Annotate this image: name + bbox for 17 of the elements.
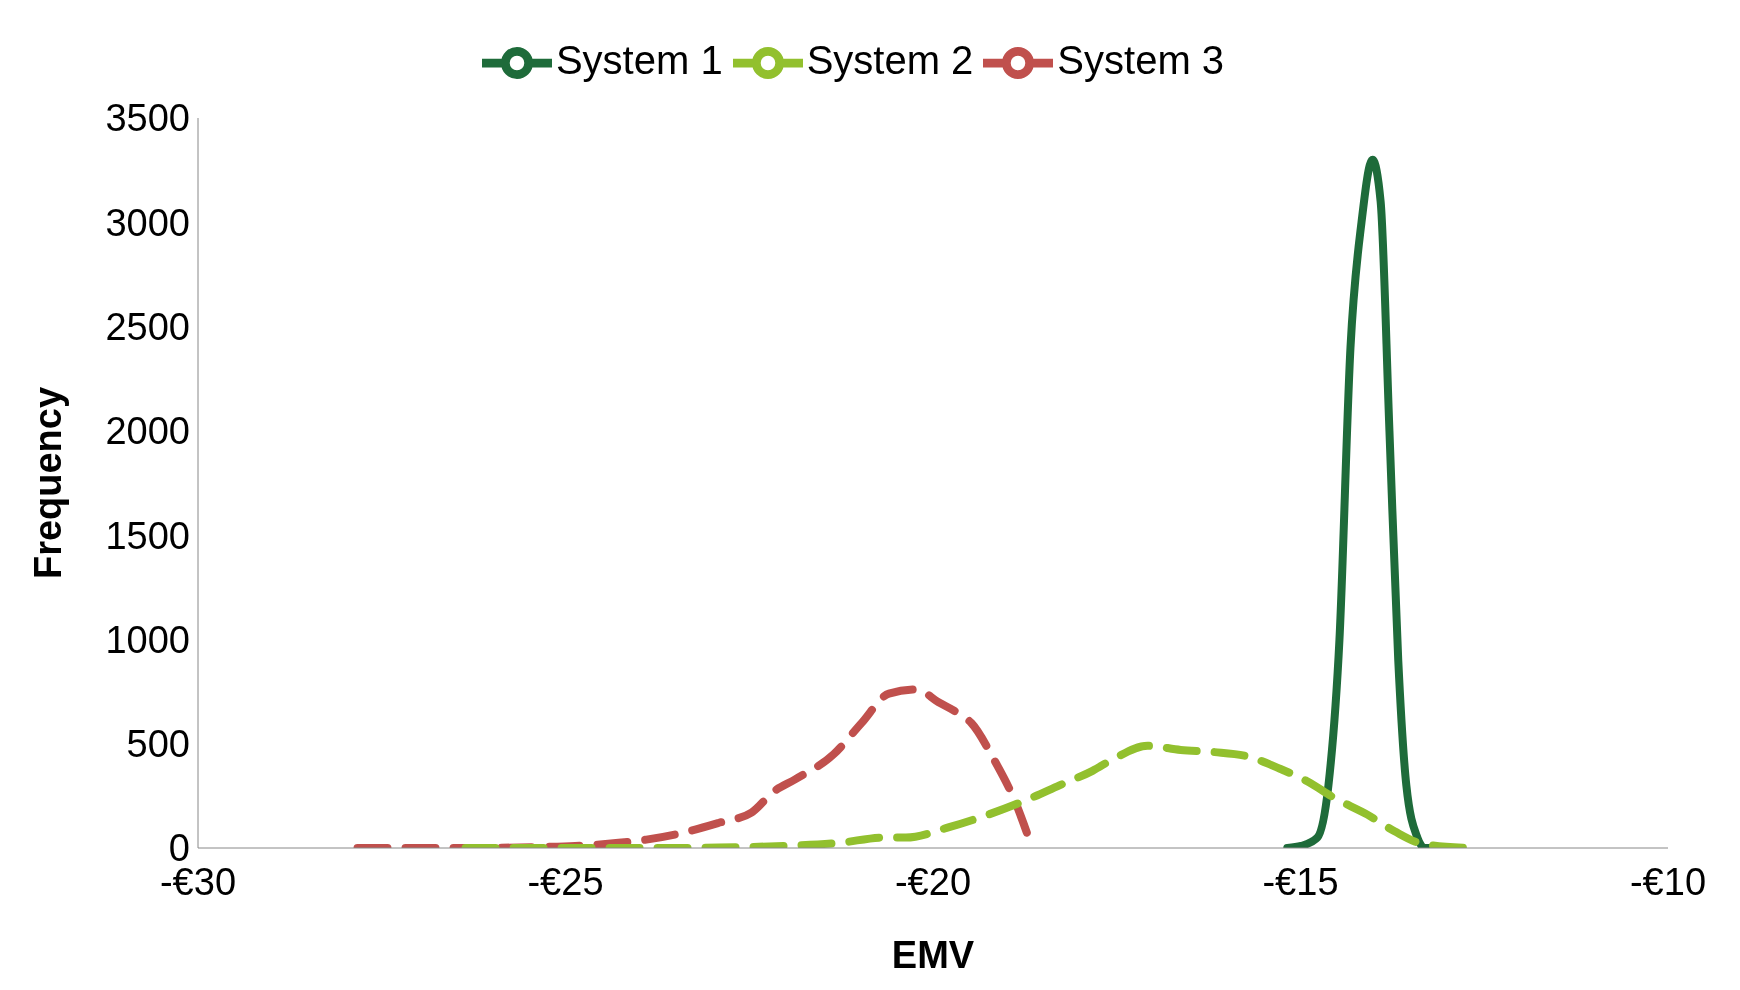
legend-label: System 3 xyxy=(1057,37,1225,82)
legend-label: System 1 xyxy=(555,37,723,82)
y-tick-label: 1500 xyxy=(105,514,190,557)
x-tick-label: -€20 xyxy=(894,860,972,903)
y-tick-label: 2000 xyxy=(105,410,190,453)
y-tick-label: 1000 xyxy=(105,618,190,661)
x-tick-label: -€10 xyxy=(1629,860,1707,903)
y-tick-label: 2500 xyxy=(105,306,190,349)
y-tick-label: 3500 xyxy=(105,97,190,140)
legend-label: System 2 xyxy=(806,37,974,82)
x-tick-label: -€30 xyxy=(159,860,237,903)
x-tick-label: -€15 xyxy=(1262,860,1339,903)
y-tick-label: 500 xyxy=(126,723,190,766)
x-tick-label: -€25 xyxy=(527,860,604,903)
y-tick-label: 3000 xyxy=(105,201,190,244)
y-axis-title: Frequency xyxy=(27,386,70,580)
x-axis-title: EMV xyxy=(891,934,975,976)
